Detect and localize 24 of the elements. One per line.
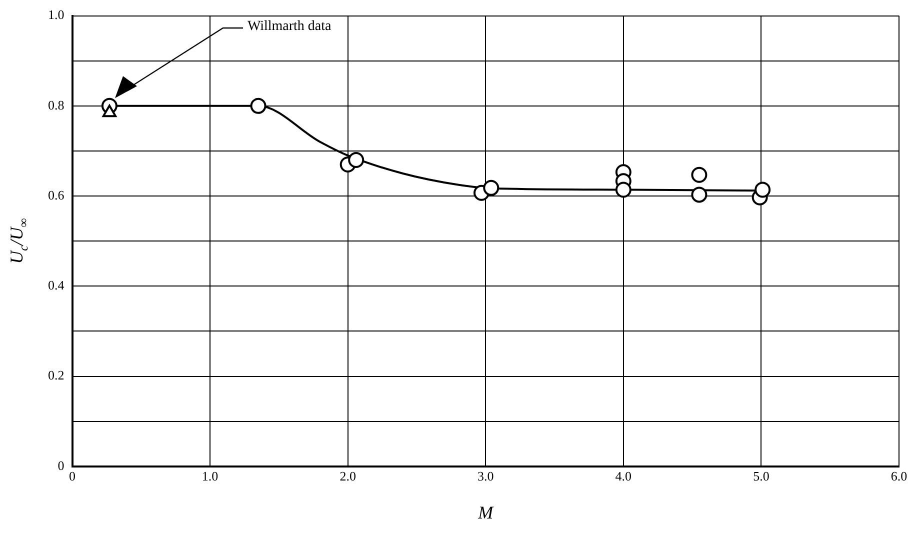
x-tick-label: 2.0 (340, 468, 356, 484)
y-tick-label: 0.6 (48, 187, 65, 202)
point (754, 182, 771, 198)
y-tick-label: 1.0 (48, 7, 64, 22)
point (615, 182, 632, 198)
x-tick-label: 4.0 (615, 468, 632, 484)
x-tick-label: 6.0 (890, 468, 908, 484)
x-tick-label: 1.0 (202, 468, 218, 484)
y-tick-label: 0.2 (48, 368, 64, 383)
x-tick-label: 0 (69, 468, 76, 484)
x-tick-label: 5.0 (753, 468, 770, 484)
y-tick-label: 0.8 (48, 97, 64, 112)
point (348, 152, 364, 168)
x-axis-title: M (477, 502, 494, 522)
point (691, 186, 708, 203)
x-tick-label: 3.0 (478, 468, 494, 484)
y-tick-label: 0.4 (48, 278, 65, 293)
y-axis-title: Uc/U∞ (6, 218, 31, 264)
point (102, 104, 117, 118)
point (483, 180, 500, 196)
annotation: Willmarth data (247, 18, 332, 35)
point (691, 166, 708, 183)
point (250, 98, 266, 114)
y-tick-label: 0 (58, 458, 64, 473)
